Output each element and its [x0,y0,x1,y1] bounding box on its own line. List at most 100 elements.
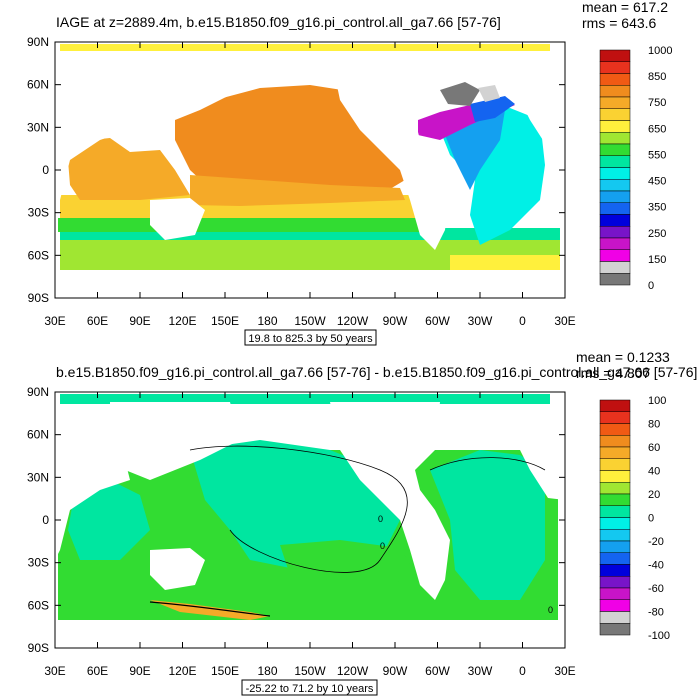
top-land-europe [515,75,565,150]
top-info-box [244,329,377,346]
bottom-map-field [55,392,565,648]
colorbar-swatch [599,505,631,518]
colorbar-swatch [599,576,631,589]
y-tick-label: 60N [27,428,49,442]
top-land-australia [150,198,205,240]
x-tick-label: 180 [257,314,277,328]
colorbar-label: 0 [648,280,654,292]
x-tick-label: 30W [468,664,493,678]
colorbar-swatch [599,85,631,98]
bottom-land-europe [515,425,565,500]
x-tick-label: 180 [257,664,277,678]
x-tick-label: 90E [129,664,150,678]
colorbar-swatch [599,458,631,471]
bottom-y-axis: 90N 60N 30N 0 30S 60S 90S [27,385,565,655]
bottom-x-axis: 30E 60E 90E 120E 150E 180 150W 120W 90W 60W 30W 0 30… [44,392,576,678]
colorbar-swatch [599,132,631,145]
colorbar-label: 60 [648,442,660,454]
top-stat-rms: rms = 643.6 [582,15,657,31]
top-map-field [55,42,565,298]
bottom-land-asia [110,402,240,480]
bottom-info-box [241,679,378,696]
y-tick-label: 30S [28,206,49,220]
bottom-land-australia [150,548,205,590]
colorbar-swatch [599,470,631,483]
top-y-axis: 90N 60N 30N 0 30S 60S 90S [27,35,565,305]
colorbar-swatch [599,237,631,250]
top-contour-info: 19.8 to 825.3 by 50 years [248,333,373,345]
colorbar-swatch [599,120,631,133]
x-tick-label: 30E [554,314,575,328]
colorbar-label: 1000 [648,45,672,57]
colorbar-label: -100 [648,630,670,642]
bottom-region-pacific-green-band [280,540,420,585]
y-tick-label: 0 [42,513,49,527]
colorbar-swatch [599,435,631,448]
colorbar-swatch [599,529,631,542]
x-tick-label: 90W [383,664,408,678]
bottom-colorbar: 100 80 60 40 20 0 -20 -40 -60 -80 -100 [599,395,670,642]
bottom-region-indian-cyan [68,480,150,560]
colorbar-swatch [599,423,631,436]
colorbar-swatch [599,611,631,624]
colorbar-swatch [599,261,631,274]
colorbar-swatch [599,446,631,459]
colorbar-label: 250 [648,228,666,240]
colorbar-label: 750 [648,97,666,109]
colorbar-swatch [599,155,631,168]
x-tick-label: 60E [87,664,108,678]
top-region-arctic-yellow [60,44,550,51]
colorbar-swatch [599,202,631,215]
colorbar-swatch [599,143,631,156]
colorbar-swatch [599,564,631,577]
bottom-contour-line [149,601,271,617]
top-region-pacific-gradient [190,175,405,206]
colorbar-label: 100 [648,395,666,407]
colorbar-swatch [599,482,631,495]
x-tick-label: 150E [211,664,239,678]
x-tick-label: 60W [425,664,450,678]
top-region-arctic-gray [440,82,480,106]
bottom-contour-line [429,457,546,471]
colorbar-swatch [599,73,631,86]
bottom-contour-info: -25.22 to 71.2 by 10 years [246,683,374,695]
x-tick-label: 0 [519,314,526,328]
x-tick-label: 90W [383,314,408,328]
colorbar-swatch [599,399,631,412]
colorbar-swatch [599,49,631,62]
colorbar-swatch [599,273,631,286]
bottom-region-atlantic-cyan [430,450,545,600]
colorbar-swatch [599,540,631,553]
colorbar-label: 150 [648,254,666,266]
colorbar-swatch [599,61,631,74]
x-tick-label: 30W [468,314,493,328]
top-land-americas [330,52,450,250]
bottom-contour-label: 0 [548,605,553,615]
x-tick-label: 120E [168,314,196,328]
colorbar-label: 550 [648,149,666,161]
y-tick-label: 90S [28,641,49,655]
bottom-title: b.e15.B1850.f09_g16.pi_control.all_ga7.6… [56,364,697,380]
colorbar-swatch [599,623,631,636]
y-tick-label: 30S [28,556,49,570]
colorbar-label: 0 [648,513,654,525]
bottom-stat-rms: rms = 4.807 [576,365,651,381]
x-tick-label: 30E [44,314,65,328]
colorbar-label: 20 [648,489,660,501]
x-tick-label: 150W [294,314,326,328]
top-colorbar: 1000 850 750 650 550 450 350 250 150 0 [599,45,672,292]
colorbar-swatch [599,108,631,121]
top-region-labrador-blue [470,96,515,122]
colorbar-label: -80 [648,607,664,619]
top-stat-mean: mean = 617.2 [582,0,668,15]
bottom-contour-line [189,445,408,573]
bottom-land-africa [55,440,130,560]
colorbar-swatch [599,167,631,180]
colorbar-swatch [599,179,631,192]
y-tick-label: 60S [28,248,49,262]
colorbar-label: -20 [648,536,664,548]
colorbar-label: 80 [648,419,660,431]
bottom-region-pacific-cyan [190,440,400,570]
bottom-stat-mean: mean = 0.1233 [576,349,670,365]
